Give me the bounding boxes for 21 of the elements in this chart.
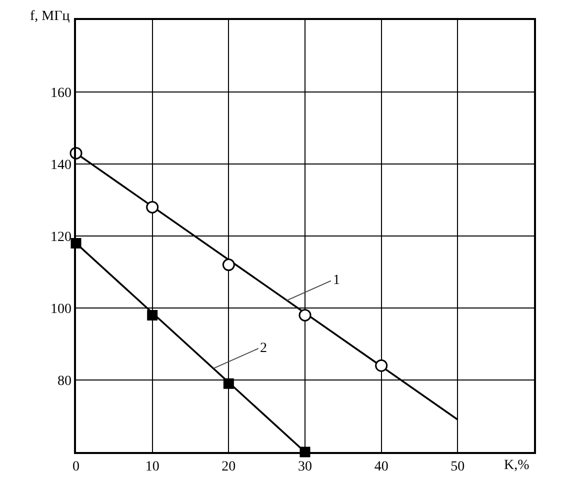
point <box>222 258 235 272</box>
x-tick-label: 10 <box>145 460 160 475</box>
x-axis-title: K,% <box>504 458 530 473</box>
annotation: 1 <box>333 273 340 288</box>
point <box>147 310 158 320</box>
y-tick-label: 120 <box>50 230 72 245</box>
point <box>375 359 388 372</box>
y-axis-title: f, МГц <box>30 9 70 24</box>
y-tick-label: 100 <box>50 302 72 317</box>
point <box>146 200 159 214</box>
x-tick-label: 0 <box>72 460 80 475</box>
x-tick-label: 30 <box>298 460 312 475</box>
x-tick-label: 20 <box>222 460 236 475</box>
y-tick-label: 160 <box>50 86 72 101</box>
annotation: 2 <box>260 341 267 356</box>
x-tick-label: 40 <box>374 460 388 475</box>
point <box>298 308 312 322</box>
y-tick-label: 140 <box>50 158 72 173</box>
point <box>223 378 234 389</box>
y-tick-label: 80 <box>57 374 72 389</box>
x-tick-label: 50 <box>450 460 465 475</box>
